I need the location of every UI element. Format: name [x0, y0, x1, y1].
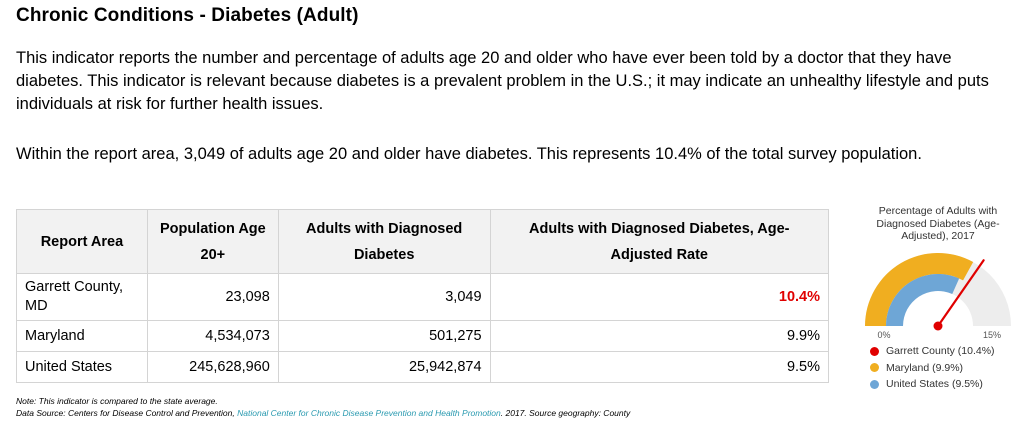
gauge-max-label: 15% [983, 330, 1001, 340]
indicator-table: Report Area Population Age 20+ Adults wi… [16, 209, 830, 383]
table-row: Garrett County, MD 23,098 3,049 10.4% [16, 273, 830, 321]
gauge-min-label: 0% [877, 330, 890, 340]
table-row: Maryland 4,534,073 501,275 9.9% [16, 320, 830, 352]
cell-rate: 10.4% [489, 273, 830, 321]
legend-label: United States (9.5%) [886, 378, 983, 391]
source-link[interactable]: National Center for Chronic Disease Prev… [237, 408, 501, 418]
note-text: Note: This indicator is compared to the … [16, 396, 218, 406]
table-header-row: Report Area Population Age 20+ Adults wi… [16, 209, 830, 274]
cell-rate: 9.9% [489, 320, 830, 352]
gauge-needle-garrett-county [936, 259, 985, 328]
column-header-report-area: Report Area [16, 209, 148, 274]
cell-area: Maryland [16, 320, 148, 352]
table-row: United States 245,628,960 25,942,874 9.5… [16, 351, 830, 383]
legend-dot [870, 363, 879, 373]
cell-population: 4,534,073 [146, 320, 279, 352]
cell-area: United States [16, 351, 148, 383]
gauge-pivot [933, 321, 943, 331]
cell-area: Garrett County, MD [16, 273, 148, 321]
gauge-chart: 0% 15% [865, 253, 1011, 340]
column-header-population: Population Age 20+ [146, 209, 279, 274]
data-note: Note: This indicator is compared to the … [16, 395, 630, 419]
page-title: Chronic Conditions - Diabetes (Adult) [16, 5, 359, 26]
indicator-description: This indicator reports the number and pe… [16, 49, 989, 113]
source-prefix: Data Source: Centers for Disease Control… [16, 408, 238, 418]
gauge-legend: Garrett County (10.4%) Maryland (9.9%) U… [870, 343, 995, 393]
cell-adults: 3,049 [277, 273, 491, 321]
cell-population: 23,098 [146, 273, 279, 321]
legend-label: Garrett County (10.4%) [886, 345, 995, 358]
data-source: Data Source: Centers for Disease Control… [16, 407, 630, 419]
cell-population: 245,628,960 [146, 351, 279, 383]
cell-rate: 9.5% [489, 351, 830, 383]
cell-adults: 25,942,874 [277, 351, 491, 383]
legend-item-united-states: United States (9.5%) [870, 376, 995, 393]
legend-dot [870, 346, 879, 356]
legend-label: Maryland (9.9%) [886, 361, 964, 374]
legend-item-maryland: Maryland (9.9%) [870, 360, 995, 377]
legend-item-garrett: Garrett County (10.4%) [870, 343, 995, 360]
indicator-summary: Within the report area, 3,049 of adults … [16, 145, 922, 163]
column-header-age-adjusted-rate: Adults with Diagnosed Diabetes, Age-Adju… [489, 209, 830, 274]
cell-adults: 501,275 [277, 320, 491, 352]
gauge-band-united-states [886, 274, 960, 326]
source-suffix: . 2017. Source geography: County [500, 408, 631, 418]
gauge-title: Percentage of Adults with Diagnosed Diab… [876, 205, 1000, 242]
legend-dot [870, 379, 879, 389]
gauge-band-maryland [865, 253, 974, 326]
column-header-adults-diabetes: Adults with Diagnosed Diabetes [277, 209, 491, 274]
